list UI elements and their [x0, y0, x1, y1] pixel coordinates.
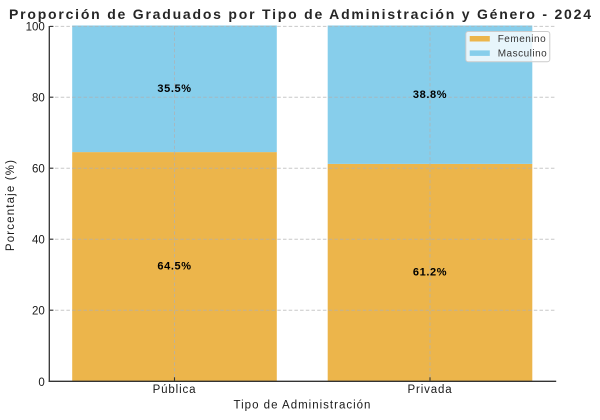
svg-text:40: 40 [32, 235, 45, 247]
svg-text:80: 80 [32, 93, 45, 105]
svg-text:60: 60 [32, 164, 45, 176]
svg-text:64.5%: 64.5% [157, 261, 191, 273]
svg-text:0: 0 [38, 377, 44, 389]
svg-text:100: 100 [26, 21, 45, 33]
svg-text:Masculino: Masculino [498, 48, 548, 59]
svg-text:Privada: Privada [408, 384, 453, 396]
svg-text:61.2%: 61.2% [413, 266, 447, 278]
svg-text:Femenino: Femenino [498, 34, 546, 45]
svg-text:Tipo de Administración: Tipo de Administración [234, 400, 372, 412]
svg-text:20: 20 [32, 306, 45, 318]
svg-text:38.8%: 38.8% [413, 89, 447, 101]
svg-text:35.5%: 35.5% [157, 83, 191, 95]
svg-text:Proporción de Graduados por Ti: Proporción de Graduados por Tipo de Admi… [9, 6, 591, 22]
svg-text:Pública: Pública [153, 384, 197, 396]
svg-text:Porcentaje (%): Porcentaje (%) [5, 159, 17, 251]
